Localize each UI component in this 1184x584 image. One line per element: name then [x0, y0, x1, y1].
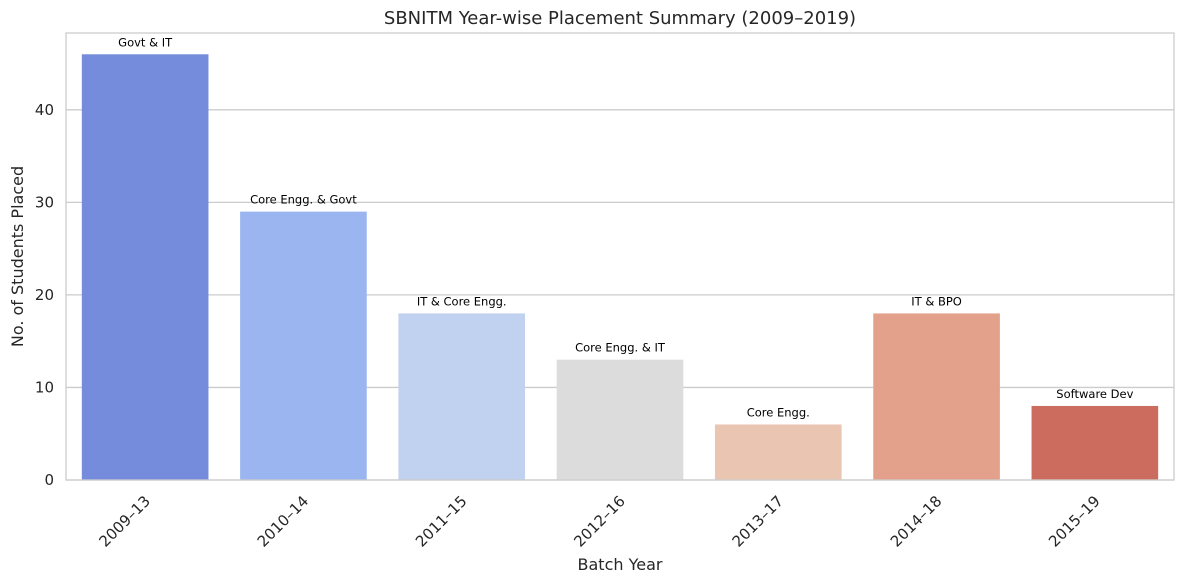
x-tick-label: 2010–14: [254, 492, 313, 551]
x-tick-label: 2009–13: [95, 492, 154, 551]
x-tick-labels: 2009–13 2010–14 2011–15 2012–16 2013–17 2014–…: [95, 492, 1103, 551]
bar-annotation: Core Engg. & Govt: [250, 193, 357, 207]
chart-title: SBNITM Year-wise Placement Summary (2009…: [384, 8, 856, 29]
bar: [398, 313, 526, 480]
bar-annotation: Core Engg. & IT: [575, 341, 666, 355]
x-tick-label: 2012–16: [570, 492, 629, 551]
y-tick-label: 40: [35, 101, 54, 119]
bars: [81, 54, 1159, 481]
x-tick-label: 2014–18: [887, 492, 946, 551]
bar-annotation: IT & BPO: [911, 294, 962, 308]
x-tick-label: 2013–17: [729, 492, 788, 551]
bar-annotation: Core Engg.: [747, 405, 810, 419]
bar-annotation: IT & Core Engg.: [417, 294, 507, 308]
x-tick-label: 2011–15: [412, 492, 471, 551]
bar-annotations: Govt & IT Core Engg. & Govt IT & Core Engg…: [118, 35, 1133, 419]
bar-annotation: Software Dev: [1056, 387, 1133, 401]
bar-annotation: Govt & IT: [118, 35, 173, 49]
y-tick-labels: 0 10 20 30 40: [35, 101, 54, 489]
y-tick-label: 0: [44, 471, 54, 489]
bar: [81, 54, 209, 481]
x-axis-label: Batch Year: [578, 555, 663, 574]
bar: [1031, 405, 1159, 480]
bar: [873, 313, 1000, 480]
plot-frame: [65, 32, 1175, 481]
bar: [240, 211, 367, 480]
y-tick-label: 10: [35, 378, 54, 396]
bar: [556, 359, 684, 480]
y-tick-label: 30: [35, 193, 54, 211]
bar: [714, 424, 842, 480]
y-tick-label: 20: [35, 286, 54, 304]
y-axis-label: No. of Students Placed: [8, 166, 27, 347]
x-tick-label: 2015–19: [1045, 492, 1104, 551]
